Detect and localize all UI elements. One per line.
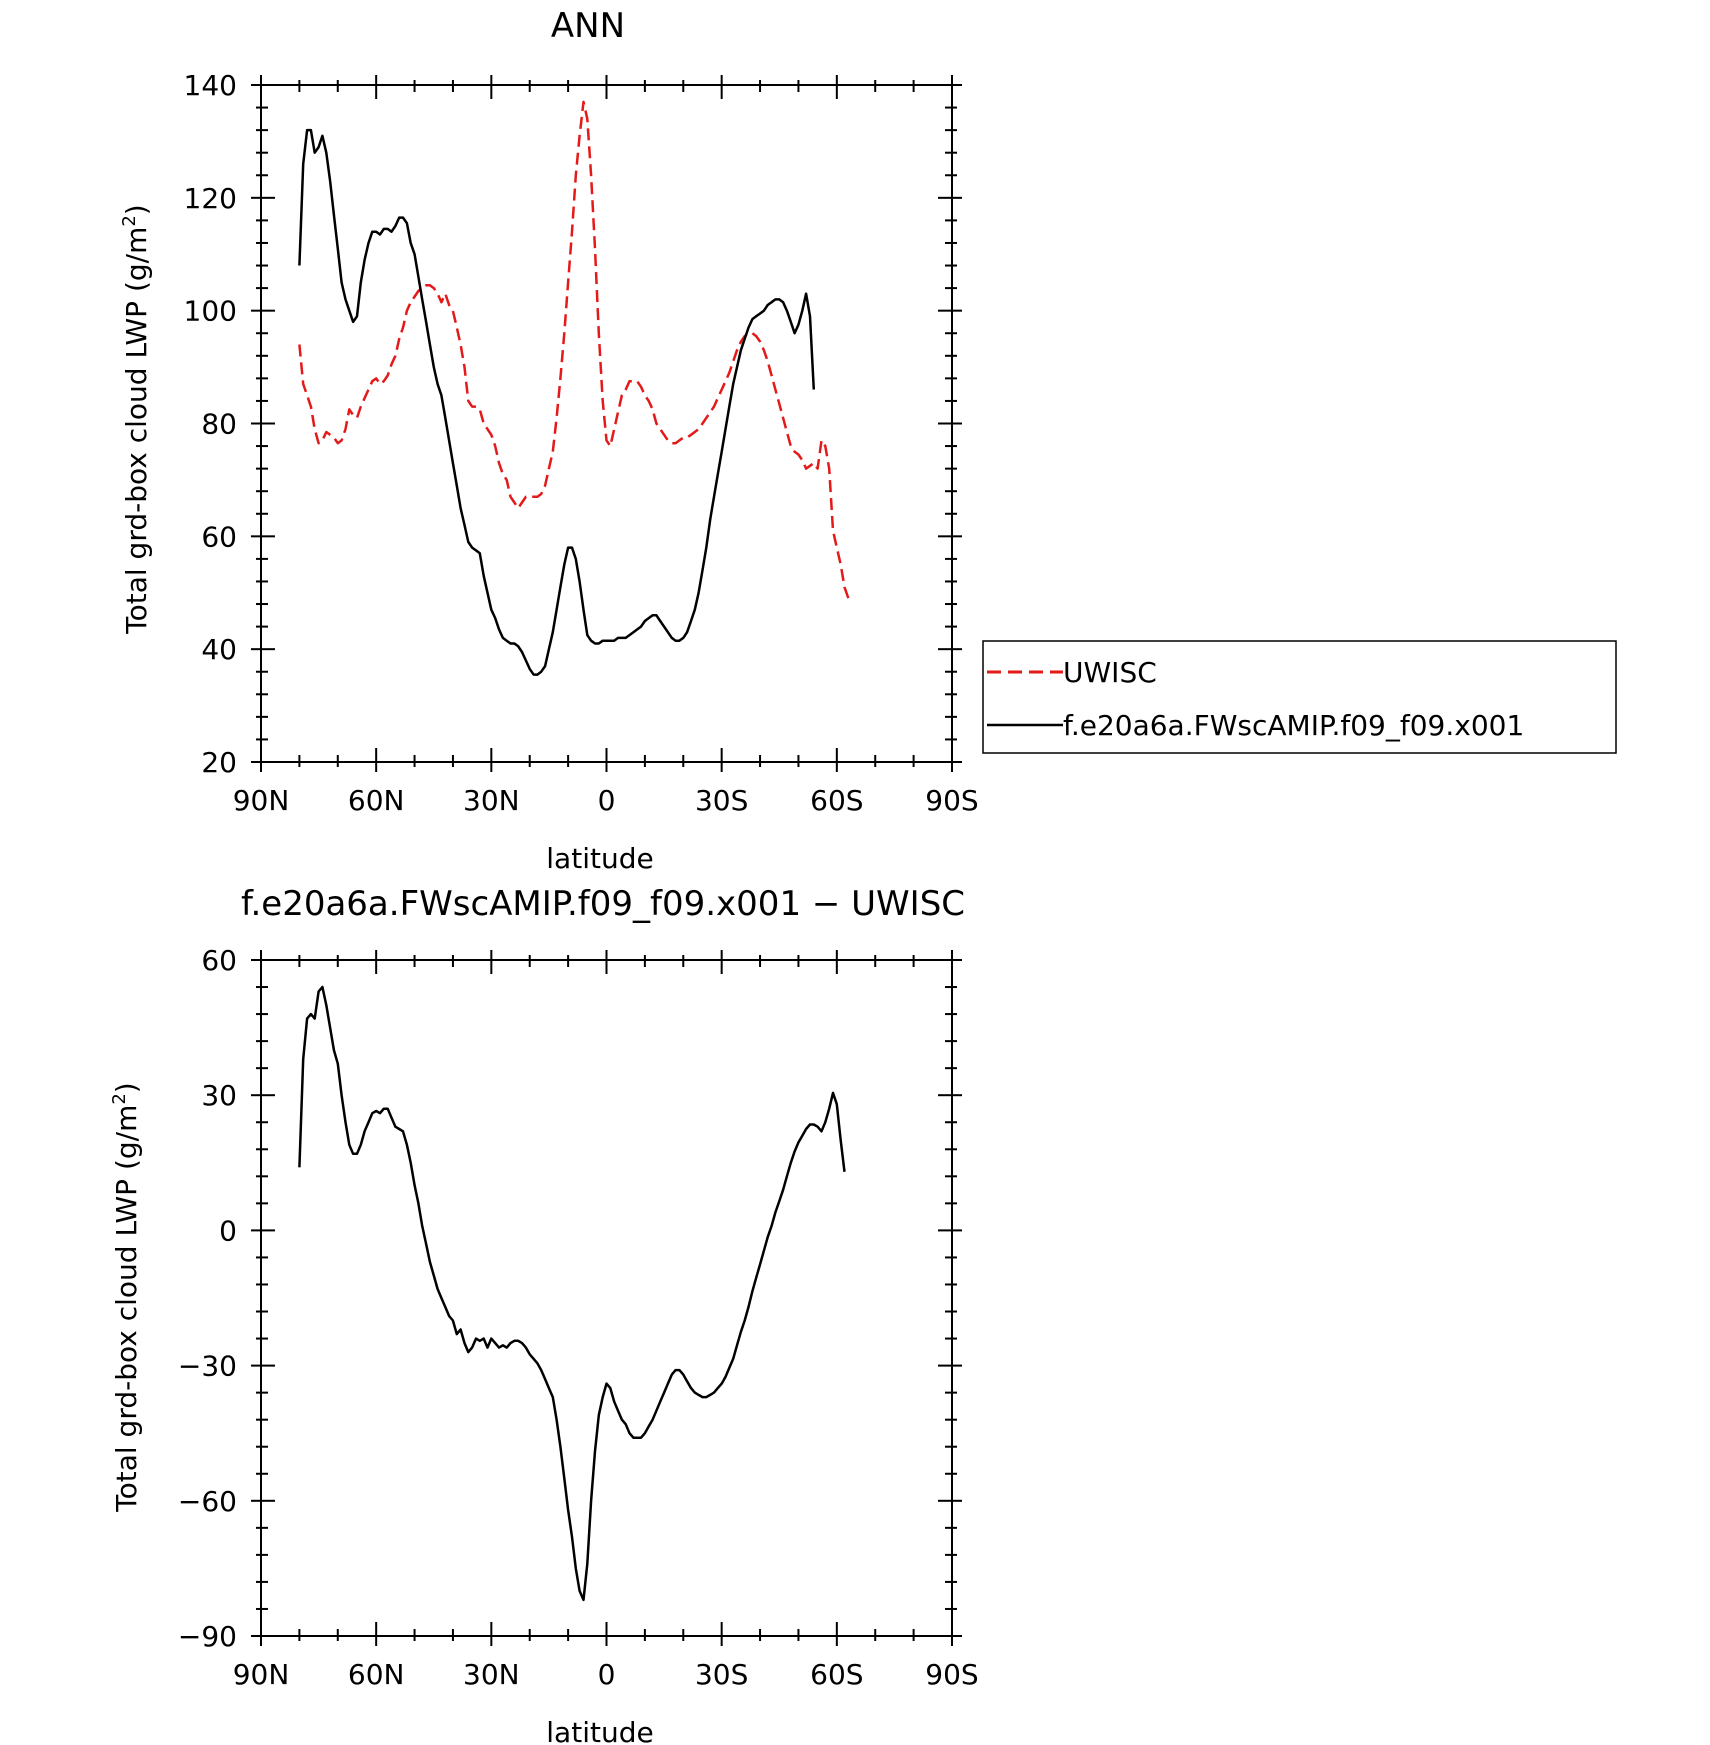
- legend-box: [982, 640, 1617, 754]
- top-y-tick-label: 60: [201, 520, 237, 553]
- bottom-series-line-difference: [298, 985, 846, 1602]
- bottom-y-tick-label: −90: [178, 1620, 237, 1653]
- top-x-tick-label: 90N: [233, 784, 290, 817]
- bottom-x-tick-label: 0: [598, 1658, 616, 1691]
- top-x-tick-label: 90S: [925, 784, 978, 817]
- legend-label-model: f.e20a6a.FWscAMIP.f09_f09.x001: [1063, 709, 1524, 742]
- bottom-x-tick-label: 30N: [463, 1658, 520, 1691]
- bottom-panel: f.e20a6a.FWscAMIP.f09_f09.x001 − UWISC 9…: [109, 884, 979, 1745]
- top-x-tick-label: 30N: [463, 784, 520, 817]
- legend: UWISC f.e20a6a.FWscAMIP.f09_f09.x001: [982, 640, 1617, 754]
- top-y-tick-label: 20: [201, 746, 237, 779]
- bottom-x-tick-label: 90N: [233, 1658, 290, 1691]
- top-y-tick-label: 40: [201, 633, 237, 666]
- bottom-plot-area: 90N 60N 30N 0 30S 60S 90S 60 30 0 −30 −60 −90: [178, 944, 979, 1691]
- top-panel: ANN 90N 60N 30N 0 30S 60S 90S 20 40 60 80 100 120 140…: [119, 6, 979, 875]
- bottom-y-axis-label: Total grd-box cloud LWP (g/m2): [109, 1082, 143, 1513]
- top-y-tick-label: 100: [184, 295, 237, 328]
- legend-label-uwisc: UWISC: [1063, 656, 1157, 689]
- bottom-y-tick-label: 60: [201, 944, 237, 977]
- bottom-y-tick-label: 0: [219, 1214, 237, 1247]
- bottom-x-tick-label: 60N: [348, 1658, 405, 1691]
- bottom-plot-frame: [260, 959, 953, 1637]
- top-plot-frame: [260, 84, 953, 763]
- top-series-line-model: [298, 128, 816, 676]
- top-y-tick-label: 120: [184, 182, 237, 215]
- top-x-tick-label: 30S: [695, 784, 748, 817]
- bottom-y-tick-label: 30: [201, 1079, 237, 1112]
- top-chart-title: ANN: [551, 6, 625, 46]
- bottom-x-tick-label: 90S: [925, 1658, 978, 1691]
- top-x-tick-label: 0: [598, 784, 616, 817]
- top-y-axis-label: Total grd-box cloud LWP (g/m2): [119, 204, 153, 635]
- bottom-x-tick-label: 60S: [810, 1658, 863, 1691]
- top-y-tick-label: 80: [201, 408, 237, 441]
- top-plot-area: 90N 60N 30N 0 30S 60S 90S 20 40 60 80 100 120 140: [184, 69, 979, 817]
- bottom-y-tick-label: −60: [178, 1485, 237, 1518]
- bottom-x-tick-label: 30S: [695, 1658, 748, 1691]
- bottom-chart-title: f.e20a6a.FWscAMIP.f09_f09.x001 − UWISC: [241, 884, 965, 924]
- top-y-tick-label: 140: [184, 69, 237, 102]
- top-series-line-uwisc: [298, 100, 850, 599]
- top-x-axis-label: latitude: [546, 842, 653, 875]
- top-x-tick-label: 60N: [348, 784, 405, 817]
- top-x-tick-label: 60S: [810, 784, 863, 817]
- bottom-x-axis-label: latitude: [546, 1716, 653, 1745]
- bottom-y-tick-label: −30: [178, 1350, 237, 1383]
